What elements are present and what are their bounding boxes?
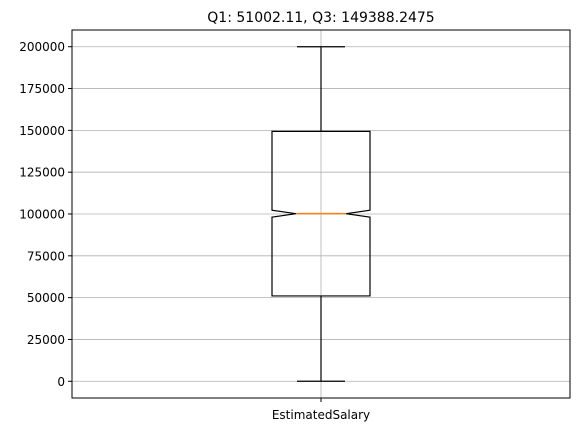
y-tick-label: 0 <box>57 375 65 389</box>
y-tick-label: 125000 <box>19 166 65 180</box>
y-tick-label: 50000 <box>27 291 65 305</box>
chart-title: Q1: 51002.11, Q3: 149388.2475 <box>207 10 434 26</box>
x-category-label: EstimatedSalary <box>272 408 370 422</box>
axes: 0 25000 50000 75000 100000 125000 150000 175000… <box>19 29 571 422</box>
y-tick-label: 25000 <box>27 333 65 347</box>
y-tick-label: 200000 <box>19 40 65 54</box>
y-tick-label: 100000 <box>19 208 65 222</box>
box-plot <box>271 46 371 382</box>
y-tick-label: 150000 <box>19 124 65 138</box>
y-tick-label: 75000 <box>27 249 65 263</box>
y-tick-label: 175000 <box>19 82 65 96</box>
box-body <box>271 130 371 297</box>
